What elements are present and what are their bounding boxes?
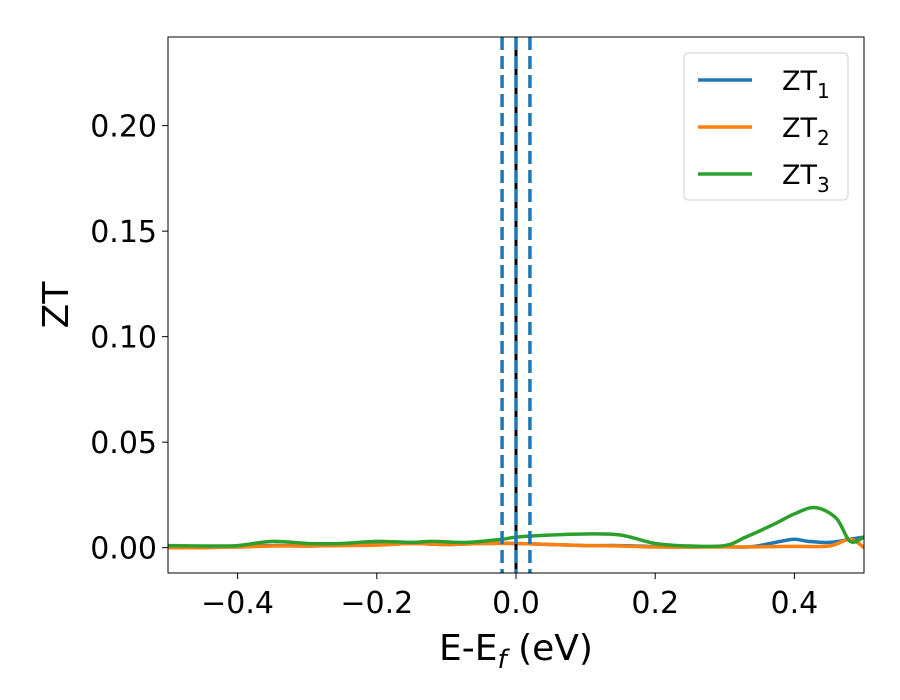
legend-label-zt2: ZT2 [782,113,830,150]
x-tick-label: −0.2 [340,586,413,621]
x-tick-label: −0.4 [201,586,274,621]
y-tick-label: 0.00 [90,532,157,567]
legend-box [683,52,849,201]
y-tick-label: 0.05 [90,426,157,461]
x-tick-label: 0.0 [492,586,540,621]
series-line-zt2 [168,537,864,550]
x-axis-ticks: −0.4 −0.2 0.0 0.2 0.4 [201,573,818,621]
y-tick-label: 0.20 [90,110,157,145]
y-tick-label: 0.10 [90,321,157,356]
y-axis-label: ZT [36,281,77,329]
vertical-markers [500,37,532,573]
legend: ZT1 ZT2 ZT3 [683,52,849,201]
series-line-zt3 [168,505,864,549]
x-axis-label: E-Ef (eV) [439,628,593,675]
y-tick-label: 0.15 [90,215,157,250]
x-axis-label-main: E-E [439,628,497,669]
y-axis-ticks: 0.00 0.05 0.10 0.15 0.20 [90,110,168,567]
x-tick-label: 0.4 [771,586,819,621]
series-layer [168,505,864,550]
legend-label-zt1: ZT1 [782,66,830,103]
x-tick-label: 0.2 [631,586,679,621]
x-axis-label-unit: (eV) [507,628,593,669]
legend-label-zt3: ZT3 [782,160,830,197]
